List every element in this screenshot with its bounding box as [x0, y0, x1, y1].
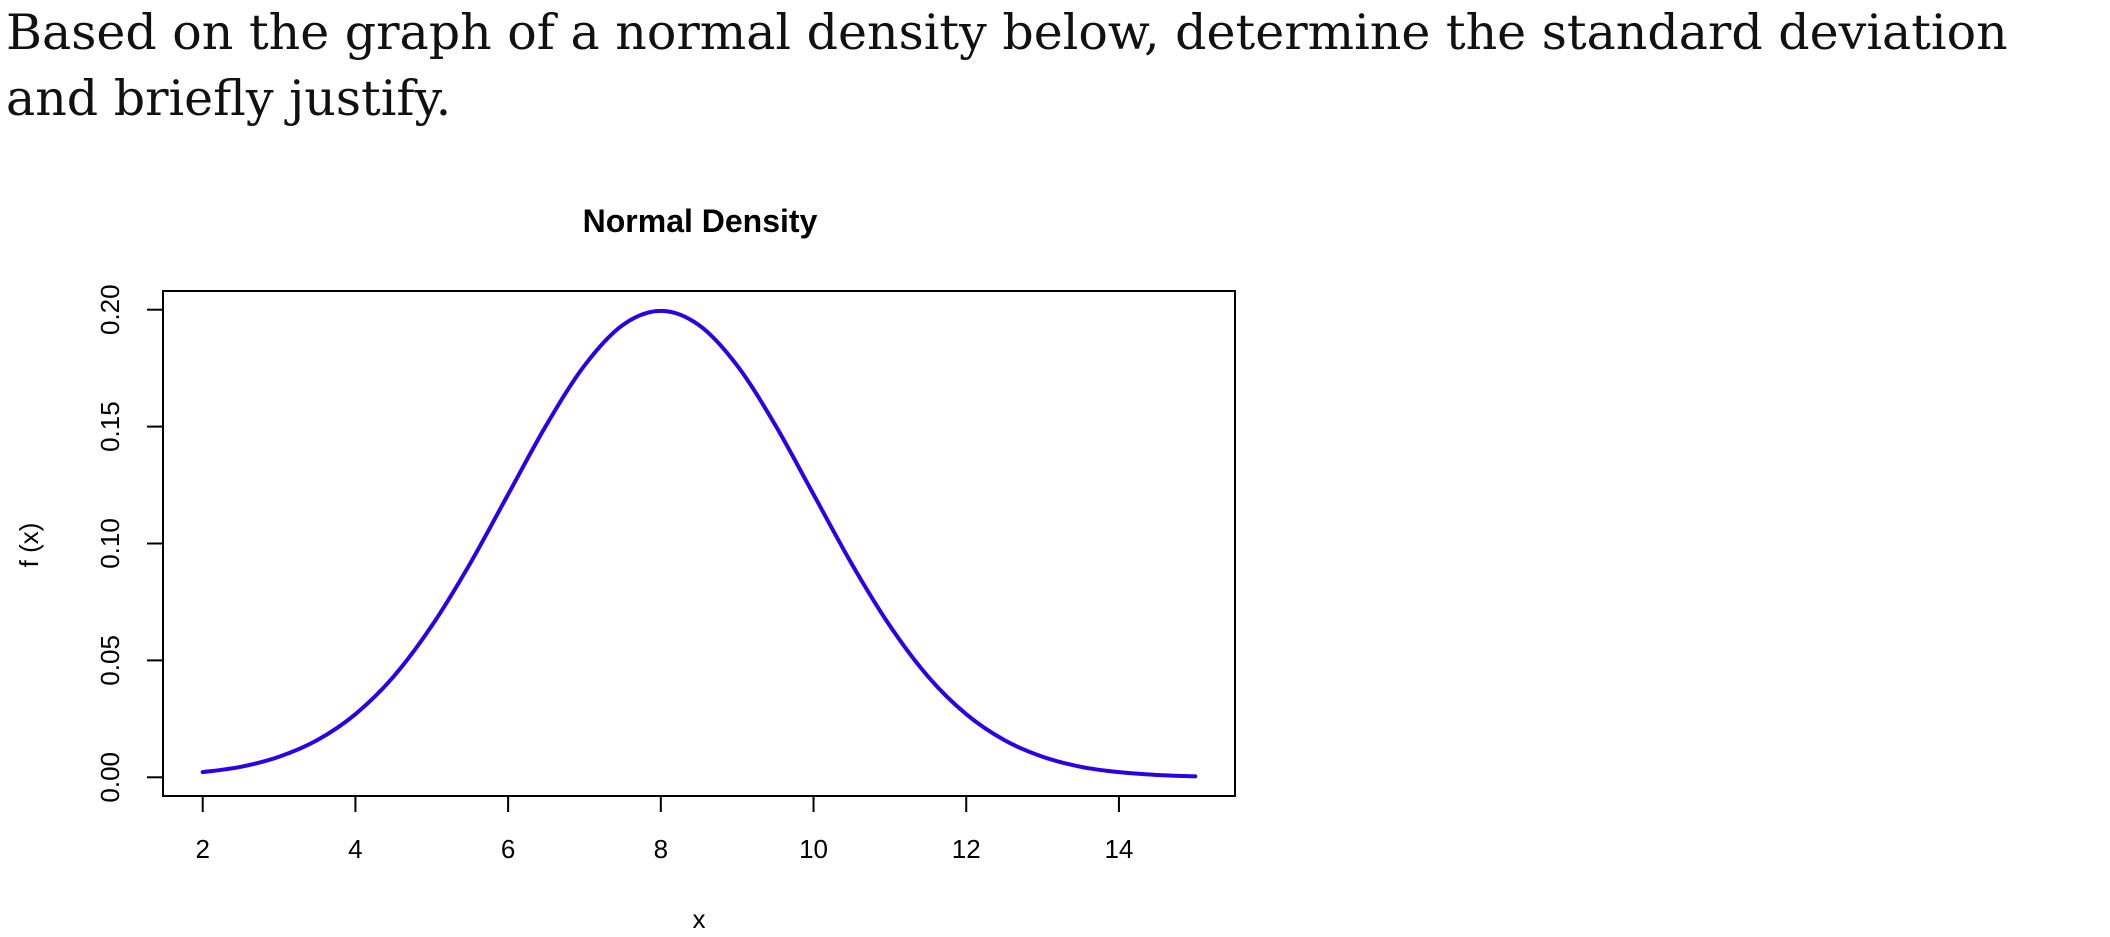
y-tick-label: 0.20 [95, 284, 125, 335]
x-tick-label: 14 [1104, 834, 1133, 864]
x-axis-label: x [693, 904, 706, 934]
x-tick-label: 4 [348, 834, 362, 864]
density-curve [200, 308, 1198, 779]
x-tick-label: 10 [799, 834, 828, 864]
x-tick-label: 12 [952, 834, 981, 864]
x-tick-label: 2 [195, 834, 209, 864]
chart-title: Normal Density [583, 203, 818, 239]
y-axis: 0.00 0.05 0.10 0.15 0.20 [95, 284, 164, 803]
y-tick-label: 0.00 [95, 752, 125, 803]
plot-frame [162, 290, 1236, 797]
y-tick-label: 0.05 [95, 635, 125, 686]
y-axis-label: f (x) [14, 523, 44, 568]
x-tick-label: 8 [654, 834, 668, 864]
y-tick-label: 0.15 [95, 401, 125, 452]
x-tick-label: 6 [501, 834, 515, 864]
x-axis: 2 4 6 8 10 12 14 [195, 795, 1133, 864]
y-tick-label: 0.10 [95, 518, 125, 569]
question-text: Based on the graph of a normal density b… [6, 4, 2008, 127]
